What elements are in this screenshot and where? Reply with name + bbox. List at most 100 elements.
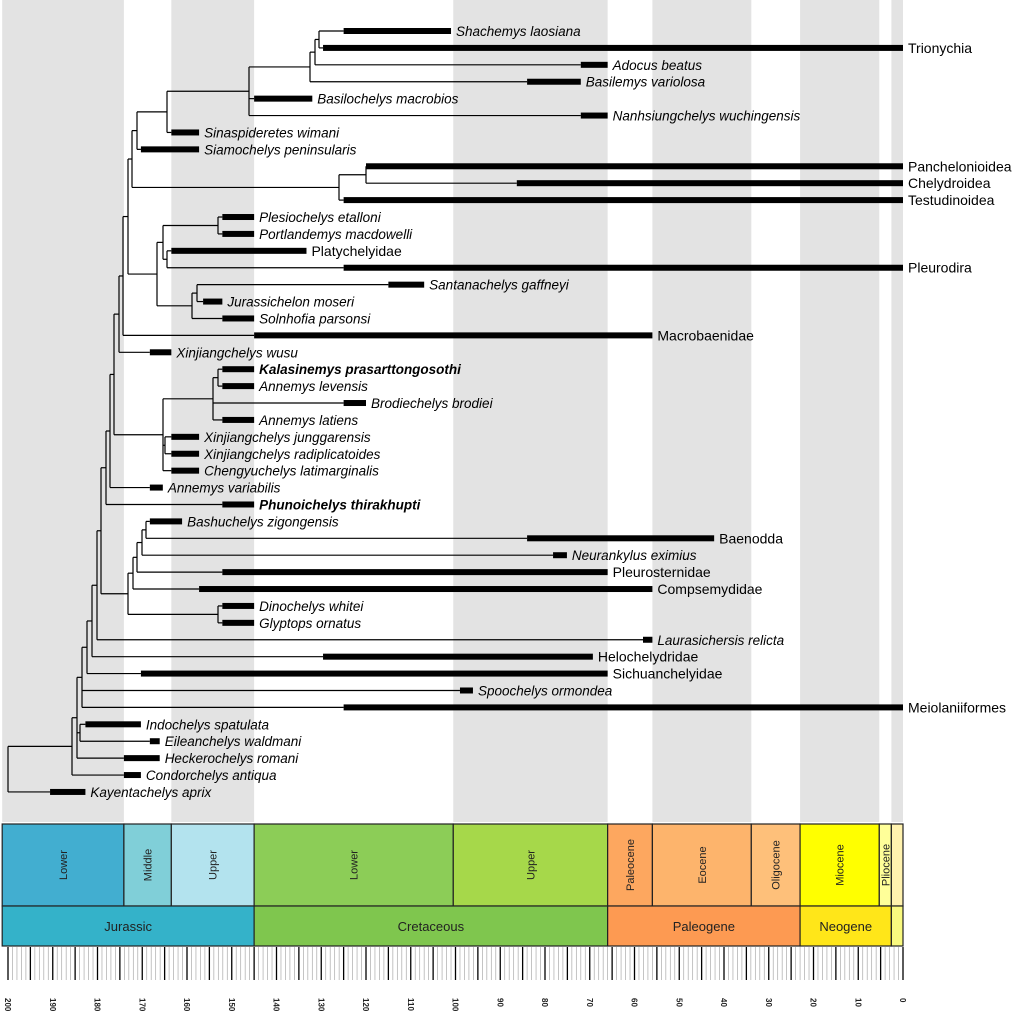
stage-label: Miocene	[835, 844, 847, 886]
range-bar	[222, 501, 255, 508]
taxon-label: Chelydroidea	[908, 175, 991, 191]
stage-label: Lower	[349, 850, 361, 880]
geologic-timescale: Lower Middle Upper Lower Upper Paleocene Eocen…	[1, 823, 907, 1012]
stage-label: Pliocene	[880, 844, 892, 886]
range-bar	[222, 383, 255, 390]
taxon-label: Annemys levensis	[258, 379, 368, 394]
stage-box	[607, 823, 654, 907]
range-bar	[171, 433, 200, 440]
range-bar	[171, 450, 200, 457]
range-bar	[254, 95, 313, 102]
stage-band	[2, 0, 124, 822]
stage-box	[452, 823, 609, 907]
range-bar	[149, 518, 183, 525]
taxon-label: Kalasinemys prasarttongosothi	[259, 362, 461, 377]
taxon-label: Shachemys laosiana	[456, 24, 581, 39]
range-bar	[459, 687, 473, 694]
time-tick-label: 130	[316, 998, 325, 1012]
time-tick-label: 120	[361, 998, 370, 1012]
taxon-labels: Shachemys laosiana Trionychia Adocus beatu…	[90, 24, 1011, 800]
taxon-label: Bashuchelys zigongensis	[187, 514, 339, 529]
taxon-label: Condorchelys antiqua	[146, 768, 277, 783]
time-tick-label: 160	[182, 998, 191, 1012]
range-bar	[222, 569, 608, 576]
range-bar	[85, 721, 141, 728]
stage-label: Oligocene	[771, 840, 783, 890]
time-tick-label: 0	[898, 998, 907, 1003]
range-bar	[222, 619, 255, 626]
time-tick-label: 80	[540, 998, 549, 1007]
range-bar	[222, 315, 255, 322]
stage-box	[123, 823, 172, 907]
period-box	[607, 905, 801, 947]
taxon-label: Xinjiangchelys junggarensis	[203, 430, 371, 445]
taxon-label: Compsemydidae	[657, 581, 762, 597]
taxon-label: Pleurosternidae	[613, 564, 711, 580]
period-label: Neogene	[819, 919, 872, 934]
time-tick-label: 200	[3, 998, 12, 1012]
taxon-label: Neurankylus eximius	[572, 548, 697, 563]
taxon-label: Helochelydridae	[598, 649, 699, 665]
range-bar	[222, 230, 255, 237]
range-bar	[388, 281, 425, 288]
stage-band	[652, 0, 752, 822]
taxon-label: Phunoichelys thirakhupti	[259, 497, 421, 512]
range-bar	[222, 416, 255, 423]
range-bar	[366, 163, 903, 170]
time-tick-label: 50	[674, 998, 683, 1007]
time-tick-label: 180	[93, 998, 102, 1012]
period-label: Jurassic	[104, 919, 152, 934]
range-bar	[149, 484, 163, 491]
time-tick-label: 90	[495, 998, 504, 1007]
taxon-label: Eileanchelys waldmani	[165, 734, 303, 749]
time-tick-label: 20	[809, 998, 818, 1007]
period-box	[253, 905, 609, 947]
time-tick-label: 70	[585, 998, 594, 1007]
time-tick-label: 100	[451, 998, 460, 1012]
range-bar	[222, 602, 255, 609]
taxon-label: Glyptops ornatus	[259, 616, 361, 631]
range-bar	[222, 366, 255, 373]
time-tick-label: 170	[137, 998, 146, 1012]
taxon-label: Nanhsiungchelys wuchingensis	[613, 109, 801, 124]
time-tick-label: 140	[272, 998, 281, 1012]
taxon-label: Panchelonioidea	[908, 158, 1012, 174]
range-bar	[343, 197, 903, 204]
range-bar	[123, 772, 141, 779]
taxon-label: Annemys latiens	[258, 413, 358, 428]
tree-branches	[7, 30, 644, 793]
taxon-label: Santanachelys gaffneyi	[429, 278, 570, 293]
taxon-label: Trionychia	[908, 40, 972, 56]
taxon-label: Pleurodira	[908, 260, 972, 276]
range-bar	[643, 636, 653, 643]
range-bar	[553, 552, 567, 559]
range-bar	[149, 738, 160, 745]
range-bar	[323, 44, 903, 51]
range-bar	[149, 349, 172, 356]
range-bar	[343, 28, 452, 34]
stage-label: Eocene	[697, 846, 709, 883]
range-bar	[323, 653, 593, 660]
range-bar	[254, 332, 653, 339]
time-tick-label: 40	[719, 998, 728, 1007]
stage-background-bands	[2, 0, 903, 822]
taxon-label: Chengyuchelys latimarginalis	[204, 464, 379, 479]
time-tick-label: 10	[853, 998, 862, 1007]
stage-label: Paleocene	[625, 839, 637, 891]
range-bar	[580, 112, 608, 119]
taxon-label: Basilochelys macrobios	[317, 92, 458, 107]
stage-box	[799, 823, 880, 907]
range-bar	[171, 129, 200, 136]
time-tick-label: 60	[630, 998, 639, 1007]
taxon-label: Basilemys variolosa	[586, 75, 706, 90]
taxon-label: Kayentachelys aprix	[90, 785, 212, 800]
range-bar	[171, 467, 200, 474]
range-bar	[171, 247, 307, 254]
time-tick-label: 30	[764, 998, 773, 1007]
stage-box	[1, 823, 125, 907]
taxon-label: Sichuanchelyidae	[613, 666, 723, 682]
stage-label: Middle	[143, 849, 155, 881]
taxon-label: Spoochelys ormondea	[478, 683, 613, 698]
time-tick-label: 150	[227, 998, 236, 1012]
taxon-label: Meiolaniiformes	[908, 699, 1006, 715]
